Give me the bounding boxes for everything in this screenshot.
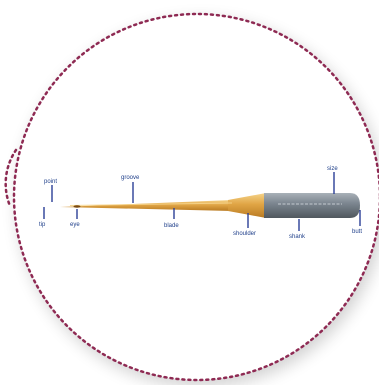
needle-groove-line (69, 202, 233, 206)
label-shank: shank (289, 234, 306, 240)
left-partial-circle (4, 148, 18, 208)
label-groove: groove (121, 175, 140, 181)
label-eye: eye (70, 222, 80, 228)
needle-eye (73, 205, 81, 208)
needle-blade (60, 200, 232, 211)
label-point: point (44, 179, 57, 185)
label-butt: butt (352, 229, 362, 235)
needle-shank (264, 193, 360, 218)
needle-shoulder (228, 193, 266, 218)
label-blade: blade (164, 223, 179, 229)
label-tip: tip (39, 222, 46, 228)
needle (60, 193, 360, 218)
label-shoulder: shoulder (233, 231, 256, 237)
leader-lines (43, 172, 361, 231)
dashed-circle-frame (12, 12, 379, 382)
labels: point tip eye groove blade shoulder shan… (39, 166, 362, 240)
label-size: size (327, 166, 338, 172)
